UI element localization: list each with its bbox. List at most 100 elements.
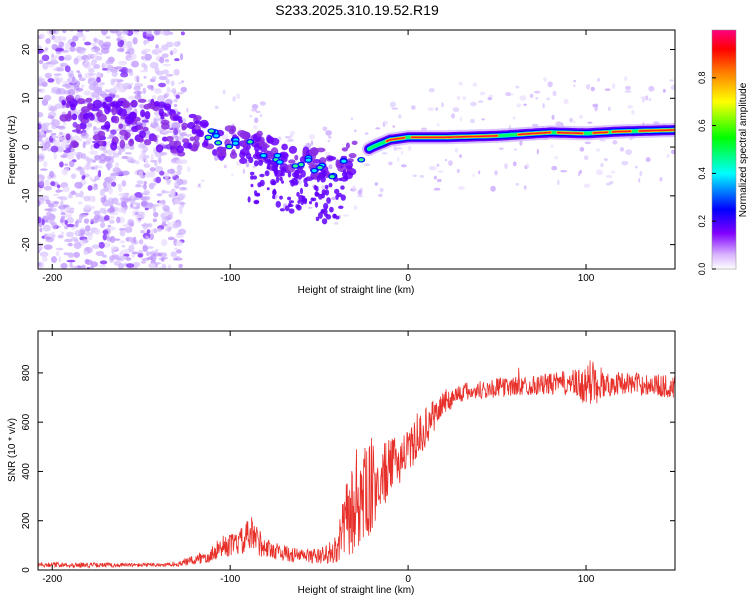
spectral-blob (158, 82, 167, 88)
spectral-blob (193, 140, 200, 149)
spectral-blob (275, 175, 280, 183)
spectral-blob (136, 125, 144, 130)
spectral-blob (669, 79, 674, 82)
spectral-blob (329, 175, 335, 179)
spectral-blob (60, 211, 66, 216)
spectral-blob (85, 97, 93, 103)
spectral-blob (247, 140, 253, 144)
colorbar-tick-label: 0.6 (697, 119, 707, 132)
spectral-blob (583, 183, 591, 188)
spectral-blob (100, 30, 108, 35)
spectral-blob (181, 125, 187, 131)
spectral-blob (117, 183, 122, 188)
spectral-blob (51, 222, 58, 230)
spectral-blob (167, 264, 172, 269)
spectral-blob (308, 201, 313, 205)
spectral-blob (114, 173, 119, 177)
spectral-blob (164, 98, 173, 105)
spectral-blob (596, 169, 603, 176)
spectral-blob (67, 252, 74, 258)
spectral-blob (87, 53, 92, 61)
spectral-blob (281, 143, 288, 151)
spectral-blob (114, 94, 120, 99)
spectral-blob (64, 65, 71, 73)
spectral-blob (70, 236, 78, 241)
spectral-blob (173, 104, 178, 108)
spectral-blob (44, 72, 52, 79)
spectral-blob (70, 41, 77, 48)
spectral-blob (77, 98, 86, 105)
spectral-blob (144, 196, 151, 201)
spectral-blob (75, 266, 84, 269)
spectral-blob (533, 90, 541, 94)
colorbar-ticks: 0.0 0.2 0.4 0.6 0.8 (697, 72, 716, 275)
spectral-blob (155, 144, 164, 153)
snr-series-line (38, 360, 675, 569)
spectral-blob (388, 161, 393, 166)
spectral-blob (46, 211, 50, 218)
spectral-blob (398, 114, 402, 119)
spectral-blob (326, 197, 331, 204)
spectral-blob (53, 35, 62, 44)
spectral-blob (320, 175, 326, 183)
spectral-blob (132, 37, 138, 45)
spectral-blob (262, 143, 270, 149)
spectral-blob (579, 147, 585, 152)
spectral-blob (221, 134, 229, 140)
spectral-blob (106, 207, 116, 214)
spectral-blob (121, 101, 130, 109)
spectral-blob (72, 135, 80, 141)
spectral-blob (106, 70, 111, 73)
spectral-blob (77, 74, 83, 79)
spectral-blob (488, 94, 494, 98)
spectral-blob (125, 257, 132, 261)
spectral-blob (98, 241, 105, 249)
spectral-blob (61, 168, 68, 176)
spectral-blob (264, 170, 270, 177)
spectral-blob (41, 123, 47, 131)
spectral-blob (557, 179, 560, 186)
spectral-blob (478, 100, 484, 104)
spectral-blob (176, 170, 182, 176)
spectral-blob (38, 59, 44, 65)
spectral-blob (639, 170, 643, 177)
spectral-blob (194, 120, 203, 125)
spectral-blob (133, 30, 139, 35)
spectral-blob (114, 257, 122, 261)
spectral-blob (255, 110, 261, 113)
spectral-blob (314, 201, 319, 208)
spectral-blob (105, 35, 111, 40)
spectral-blob (74, 181, 83, 189)
spectral-blob (554, 156, 559, 160)
spectral-blob (132, 206, 140, 210)
spectral-blob (66, 223, 75, 228)
spectral-blob (266, 187, 270, 191)
spectral-blob (303, 198, 308, 205)
y-tick-label: 600 (21, 413, 32, 430)
spectral-blob (393, 146, 398, 152)
spectral-blob (87, 122, 93, 128)
spectral-blob (154, 47, 164, 54)
spectral-blob (389, 101, 396, 108)
spectral-blob (350, 117, 354, 121)
colorbar: 0.0 0.2 0.4 0.6 0.8 Normalized spectral ampl… (697, 29, 749, 275)
spectral-blob (662, 88, 667, 93)
spectral-blob (119, 139, 126, 149)
spectral-blob (523, 185, 527, 190)
spectral-blob (114, 162, 120, 168)
spectral-blob (101, 254, 107, 258)
spectral-blob (333, 213, 337, 218)
spectral-blob (80, 132, 89, 139)
spectral-blob (38, 158, 45, 163)
spectral-blob (392, 125, 396, 128)
spectral-blob (363, 163, 371, 167)
spectral-blob (90, 87, 98, 91)
spectral-blob (111, 70, 118, 78)
spectral-blob (381, 152, 388, 155)
spectral-blob (252, 125, 258, 130)
spectral-blob (584, 141, 592, 145)
spectral-blob (143, 75, 147, 79)
spectral-blob (157, 157, 162, 164)
spectral-blob (170, 50, 174, 56)
spectral-blob (645, 95, 649, 101)
